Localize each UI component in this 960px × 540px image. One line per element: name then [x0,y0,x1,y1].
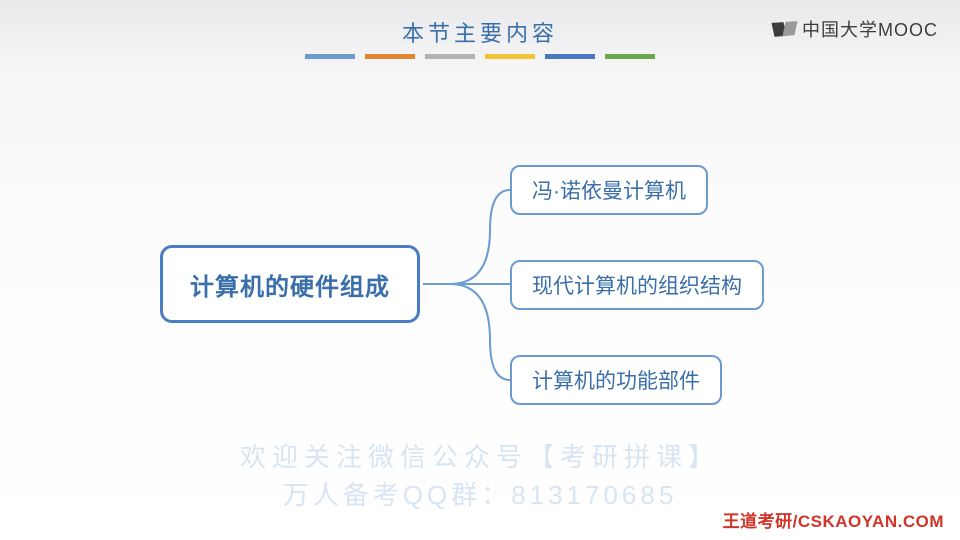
child-node-1: 冯·诺依曼计算机 [510,165,708,215]
decor-bar-2 [365,54,415,59]
footer-credit: 王道考研/CSKAOYAN.COM [723,507,944,532]
decor-bar-6 [605,54,655,59]
decor-bar-1 [305,54,355,59]
watermark-line-1: 欢迎关注微信公众号【考研拼课】 [0,437,960,474]
decor-bar-5 [545,54,595,59]
concept-diagram: 计算机的硬件组成 冯·诺依曼计算机 现代计算机的组织结构 计算机的功能部件 [130,150,830,420]
decor-bars [0,54,960,59]
book-icon [773,21,796,37]
brand-logo: 中国大学MOOC [773,16,938,42]
decor-bar-4 [485,54,535,59]
decor-bar-3 [425,54,475,59]
brand-text: 中国大学MOOC [802,16,938,42]
edge-3 [423,284,510,380]
root-node: 计算机的硬件组成 [160,245,420,323]
child-node-3: 计算机的功能部件 [510,355,722,405]
child-node-2: 现代计算机的组织结构 [510,260,764,310]
edge-1 [423,190,510,284]
